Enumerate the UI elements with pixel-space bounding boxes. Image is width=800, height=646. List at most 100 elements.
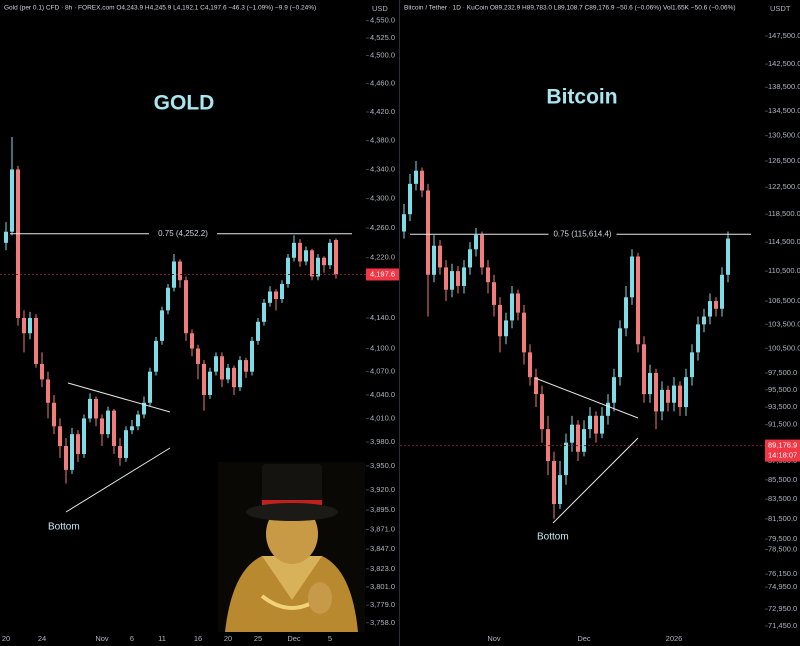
y-tick-label: 3,779.0	[370, 600, 395, 609]
candle-body	[630, 256, 634, 298]
candle-body	[310, 250, 314, 277]
trendlines	[65, 377, 639, 524]
x-tick-label: 20	[224, 634, 232, 643]
candle-body	[316, 257, 320, 277]
y-tick-label: 118,500.0	[768, 209, 800, 218]
candle-body	[516, 293, 520, 313]
candle-body	[420, 170, 424, 191]
hand	[308, 582, 332, 614]
price-label: 89,176.9	[768, 441, 797, 450]
candle-body	[606, 402, 610, 416]
candle-body	[178, 261, 182, 281]
candle-body	[118, 446, 122, 458]
candle-body	[76, 434, 80, 454]
candle-body	[10, 169, 14, 232]
y-tick-label: 81,500.0	[768, 514, 797, 523]
y-tick-label: 3,895.0	[370, 505, 395, 514]
gold-unit: USD	[372, 4, 388, 13]
candle-body	[618, 328, 622, 378]
candle-body	[220, 356, 224, 380]
candle-body	[4, 231, 8, 243]
y-tick-label: 85,500.0	[768, 475, 797, 484]
btc-bottom-note: Bottom	[537, 532, 569, 543]
candle-body	[70, 434, 74, 470]
candle-body	[298, 242, 302, 262]
level-label-bg	[548, 228, 617, 241]
character-illustration	[218, 462, 365, 632]
y-tick-label: 106,500.0	[768, 296, 800, 305]
candle-body	[498, 304, 502, 337]
candle-body	[654, 372, 658, 412]
candle-body	[702, 316, 706, 325]
candle-body	[462, 267, 466, 286]
candle-body	[672, 385, 676, 403]
x-tick-label: 2026	[666, 634, 683, 643]
candle-body	[166, 287, 170, 311]
candle-body	[334, 239, 338, 275]
candle-body	[244, 360, 248, 372]
gold-upper-trendline	[67, 382, 171, 413]
x-tick-label: Dec	[577, 634, 591, 643]
candle-body	[136, 414, 140, 427]
y-tick-label: 4,500.0	[370, 50, 395, 59]
candle-body	[558, 475, 562, 505]
gold-header: Gold (per 0.1) CFD · 8h · FOREX.com O4,2…	[4, 5, 316, 12]
candle-body	[708, 301, 712, 317]
candle-body	[642, 344, 646, 395]
y-tick-label: 91,500.0	[768, 420, 797, 429]
candle-body	[190, 333, 194, 349]
y-tick-label: 4,300.0	[370, 194, 395, 203]
candle-body	[540, 394, 544, 430]
btc-title: Bitcoin	[546, 86, 617, 109]
candle-body	[696, 324, 700, 353]
gold-title: GOLD	[154, 92, 215, 115]
y-tick-label: 4,340.0	[370, 164, 395, 173]
candle-body	[594, 415, 598, 434]
y-tick-label: 4,100.0	[370, 344, 395, 353]
candle-body	[100, 418, 104, 435]
candle-body	[690, 352, 694, 378]
level-label: 0.75 (4,252.2)	[158, 229, 208, 238]
y-tick-label: 4,220.0	[370, 253, 395, 262]
collar	[262, 556, 322, 600]
candle-body	[426, 190, 430, 275]
x-tick-label: 25	[254, 634, 262, 643]
candle-body	[408, 183, 412, 215]
candle-body	[564, 442, 568, 476]
y-tick-label: 110,500.0	[768, 266, 800, 275]
y-tick-label: 74,950.0	[768, 582, 797, 591]
candle-body	[720, 274, 724, 309]
x-tick-label: 11	[158, 634, 166, 643]
x-tick-label: 16	[194, 634, 202, 643]
candle-body	[480, 235, 484, 268]
candle-body	[438, 245, 442, 268]
y-tick-label: 4,040.0	[370, 390, 395, 399]
candle-body	[402, 214, 406, 232]
y-tick-label: 79,500.0	[768, 534, 797, 543]
candle-body	[510, 293, 514, 321]
candle-body	[28, 317, 32, 334]
candle-body	[582, 429, 586, 452]
y-tick-label: 130,500.0	[768, 131, 800, 140]
y-tick-label: 142,500.0	[768, 59, 800, 68]
candle-body	[292, 242, 296, 258]
level-label-bg	[149, 227, 217, 240]
candle-body	[576, 424, 580, 452]
candle-body	[570, 424, 574, 443]
candle-body	[450, 271, 454, 290]
candle-body	[432, 245, 436, 275]
candle-body	[528, 352, 532, 378]
candle-body	[624, 297, 628, 329]
candle-body	[22, 317, 26, 334]
candle-body	[612, 377, 616, 403]
candle-body	[58, 426, 62, 447]
y-tick-label: 126,500.0	[768, 156, 800, 165]
y-tick-label: 4,010.0	[370, 413, 395, 422]
candle-body	[46, 379, 50, 403]
y-tick-label: 71,450.0	[768, 621, 797, 630]
btc-upper-trendline	[534, 377, 639, 419]
btc-lower-trendline	[552, 437, 639, 524]
y-tick-label: 4,420.0	[370, 107, 395, 116]
candle-body	[268, 291, 272, 303]
candle-body	[34, 317, 38, 364]
